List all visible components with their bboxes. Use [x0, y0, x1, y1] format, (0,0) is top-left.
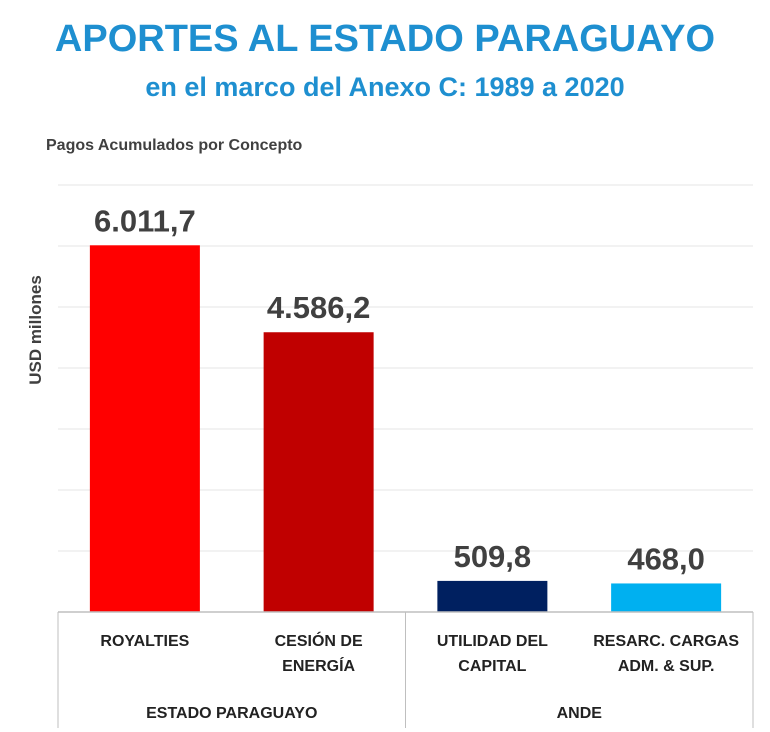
category-label: ENERGÍA — [282, 656, 355, 675]
bar — [611, 583, 722, 612]
data-label: 6.011,7 — [94, 203, 196, 238]
data-label: 468,0 — [627, 541, 705, 576]
category-label: CESIÓN DE — [275, 631, 363, 650]
data-label: 4.586,2 — [267, 290, 370, 325]
category-label: ADM. & SUP. — [618, 658, 715, 675]
bar — [263, 332, 374, 612]
chart-title: APORTES AL ESTADO PARAGUAYO — [54, 18, 716, 60]
category-label: UTILIDAD DEL — [437, 633, 548, 650]
chart-caption: Pagos Acumulados por Concepto — [46, 137, 303, 154]
category-label: RESARC. CARGAS — [593, 633, 739, 650]
category-label: CAPITAL — [458, 658, 526, 675]
bar — [437, 580, 548, 612]
chart-subtitle: en el marco del Anexo C: 1989 a 2020 — [145, 72, 625, 102]
bar — [89, 245, 200, 612]
category-label: ROYALTIES — [100, 633, 189, 650]
group-label: ANDE — [557, 705, 603, 722]
group-label: ESTADO PARAGUAYO — [146, 705, 317, 722]
data-label: 509,8 — [454, 539, 532, 574]
